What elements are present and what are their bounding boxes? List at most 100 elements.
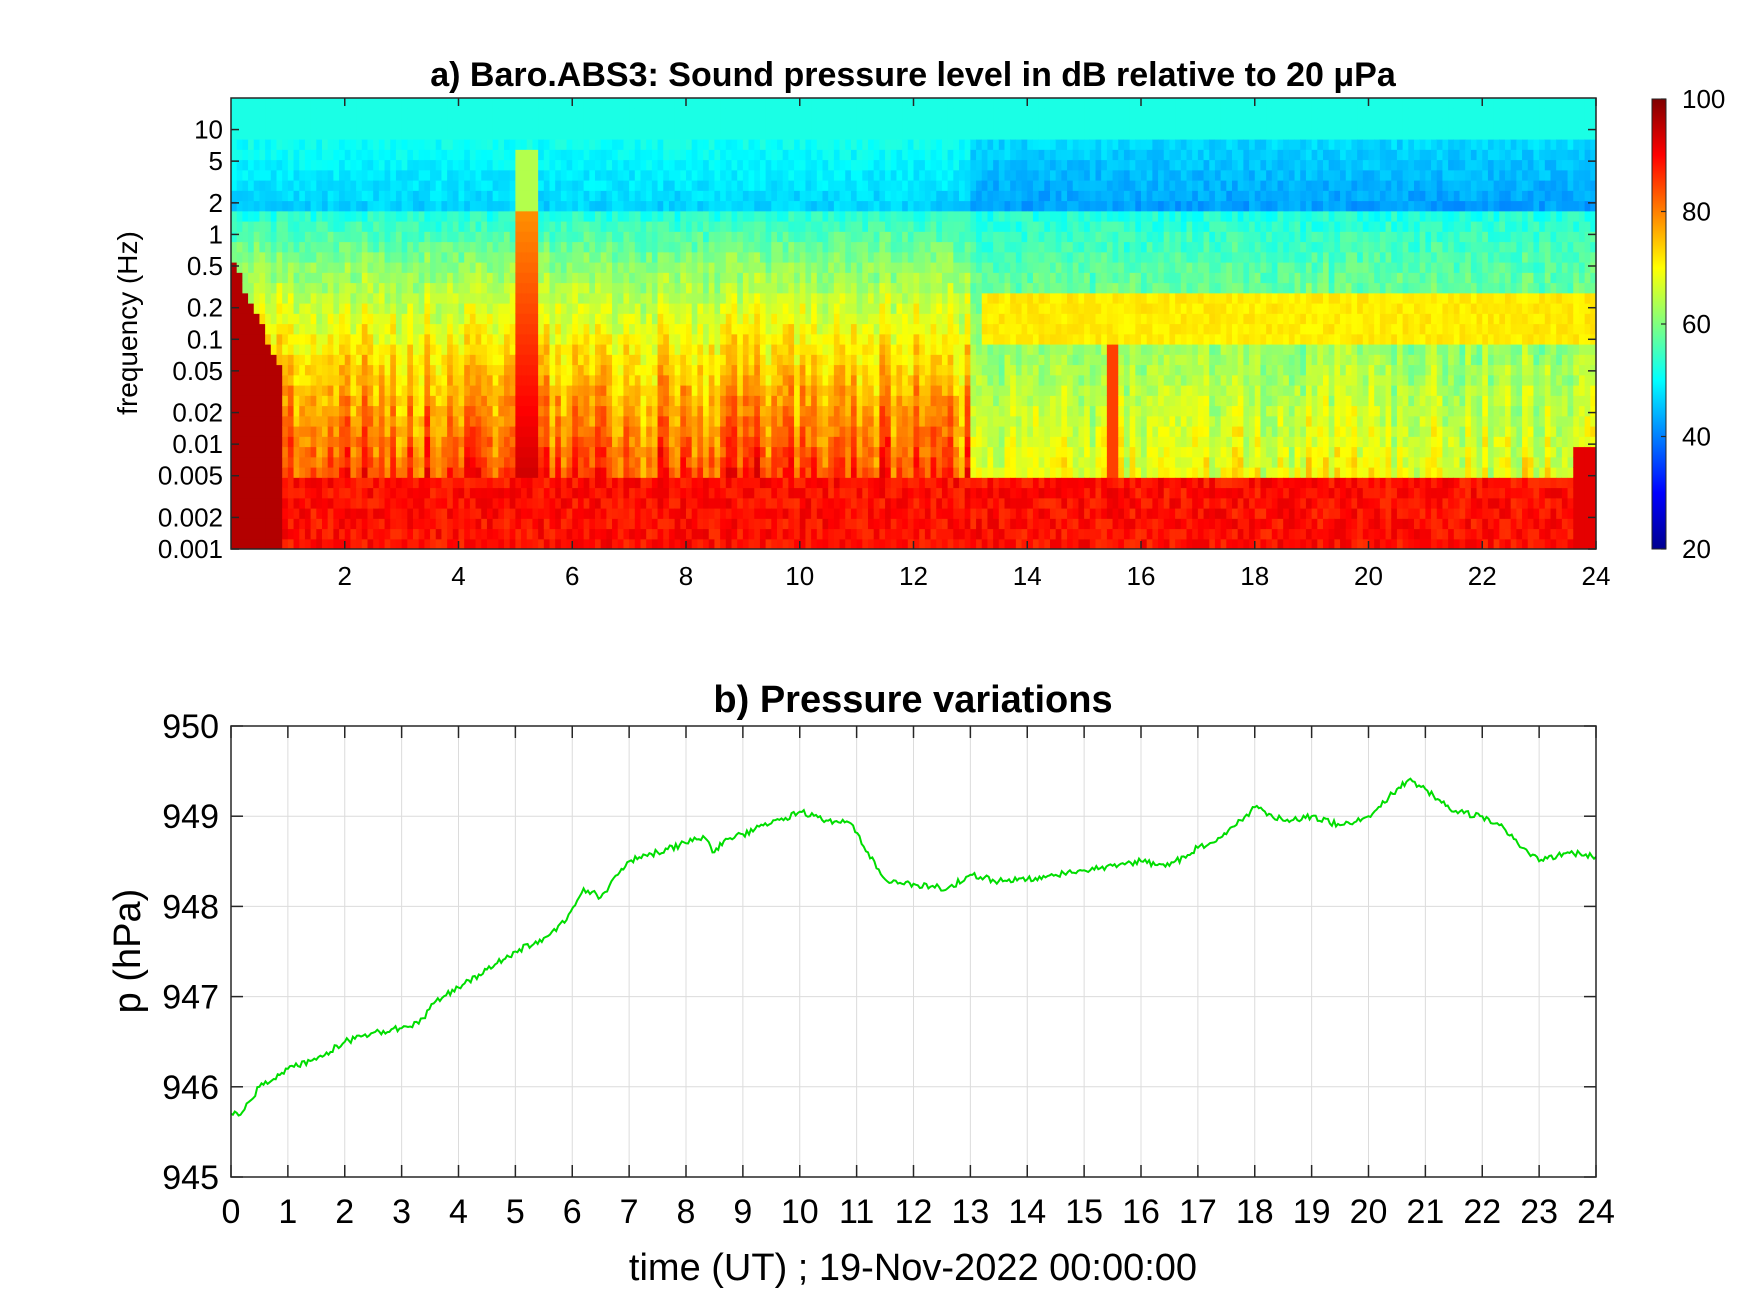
heatmap-cell (231, 108, 238, 120)
heatmap-cell (805, 446, 812, 458)
heatmap-cell (805, 518, 812, 530)
heatmap-cell (720, 508, 727, 519)
heatmap-cell (583, 405, 590, 417)
heatmap-cell (850, 344, 858, 355)
heatmap-cell (560, 477, 568, 489)
heatmap-cell (378, 231, 386, 243)
heatmap-cell (651, 251, 659, 263)
heatmap-cell (395, 436, 403, 448)
heatmap-cell (509, 292, 516, 304)
heatmap-cell (276, 159, 283, 171)
heatmap-cell (401, 139, 408, 150)
heatmap-cell (606, 180, 613, 191)
heatmap-cell (595, 426, 602, 437)
heatmap-cell (316, 128, 323, 140)
heatmap-cell (248, 292, 255, 304)
heatmap-cell (367, 200, 374, 212)
heatmap-cell (367, 395, 374, 407)
heatmap-cell (708, 169, 716, 181)
heatmap-cell (805, 118, 812, 130)
heatmap-cell (589, 251, 596, 263)
heatmap-cell (572, 180, 579, 191)
heatmap-cell (566, 354, 573, 366)
heatmap-cell (759, 251, 767, 263)
heatmap-cell (367, 190, 374, 202)
heatmap-cell (714, 528, 721, 540)
heatmap-cell (816, 241, 824, 253)
heatmap-cell (350, 251, 357, 263)
heatmap-cell (344, 282, 352, 294)
heatmap-cell (663, 108, 670, 120)
heatmap-cell (441, 436, 448, 448)
heatmap-cell (668, 385, 676, 396)
heatmap-cell (469, 159, 477, 171)
heatmap-cell (720, 385, 727, 396)
heatmap-cell (515, 98, 522, 109)
heatmap-cell (407, 190, 414, 202)
heatmap-cell (549, 200, 556, 212)
heatmap-cell (833, 221, 841, 232)
heatmap-cell (737, 108, 744, 120)
heatmap-cell (606, 241, 613, 253)
heatmap-cell (794, 149, 801, 161)
heatmap-cell (794, 354, 801, 366)
heatmap-cell (651, 405, 659, 417)
heatmap-cell (680, 385, 687, 396)
heatmap-cell (378, 262, 386, 273)
heatmap-cell (714, 108, 721, 120)
heatmap-cell (378, 426, 386, 437)
heatmap-cell (486, 395, 494, 407)
heatmap-cell (327, 477, 334, 489)
heatmap-cell (771, 108, 778, 120)
heatmap-cell (350, 446, 357, 458)
heatmap-cell (589, 497, 596, 509)
heatmap-cell (350, 262, 357, 273)
heatmap-cell (287, 292, 295, 304)
heatmap-cell (526, 128, 534, 140)
heatmap-cell (634, 354, 642, 366)
heatmap-cell (703, 497, 710, 509)
heatmap-cell (293, 149, 300, 161)
heatmap-cell (413, 354, 420, 366)
heatmap-cell (248, 477, 255, 489)
heatmap-cell (242, 497, 249, 509)
heatmap-cell (549, 313, 556, 325)
heatmap-cell (555, 405, 562, 417)
heatmap-cell (299, 313, 306, 325)
heatmap-cell (333, 385, 340, 396)
heatmap-cell (703, 180, 710, 191)
heatmap-cell (390, 108, 397, 120)
heatmap-cell (333, 487, 340, 499)
heatmap-cell (441, 190, 448, 202)
heatmap-cell (344, 436, 352, 448)
heatmap-cell (708, 251, 716, 263)
heatmap-cell (464, 272, 471, 284)
heatmap-cell (339, 303, 346, 314)
heatmap-cell (373, 497, 380, 509)
heatmap-cell (521, 518, 528, 530)
heatmap-cell (714, 518, 721, 530)
heatmap-cell (862, 436, 869, 448)
heatmap-cell (577, 344, 585, 355)
heatmap-cell (413, 169, 420, 181)
heatmap-cell (646, 231, 653, 243)
heatmap-cell (464, 528, 471, 540)
heatmap-cell (413, 98, 420, 109)
heatmap-cell (560, 241, 568, 253)
heatmap-cell (839, 108, 846, 120)
heatmap-cell (521, 128, 528, 140)
heatmap-cell (276, 467, 283, 478)
heatmap-cell (287, 405, 295, 417)
heatmap-cell (282, 467, 289, 478)
heatmap-cell (276, 344, 283, 355)
heatmap-cell (401, 231, 408, 243)
heatmap-cell (293, 210, 300, 222)
heatmap-cell (788, 528, 795, 540)
heatmap-cell (668, 282, 676, 294)
heatmap-cell (754, 487, 761, 499)
heatmap-cell (327, 385, 334, 396)
heatmap-cell (845, 436, 852, 448)
heatmap-cell (606, 354, 613, 366)
heatmap-cell (526, 487, 534, 499)
heatmap-cell (242, 518, 249, 530)
